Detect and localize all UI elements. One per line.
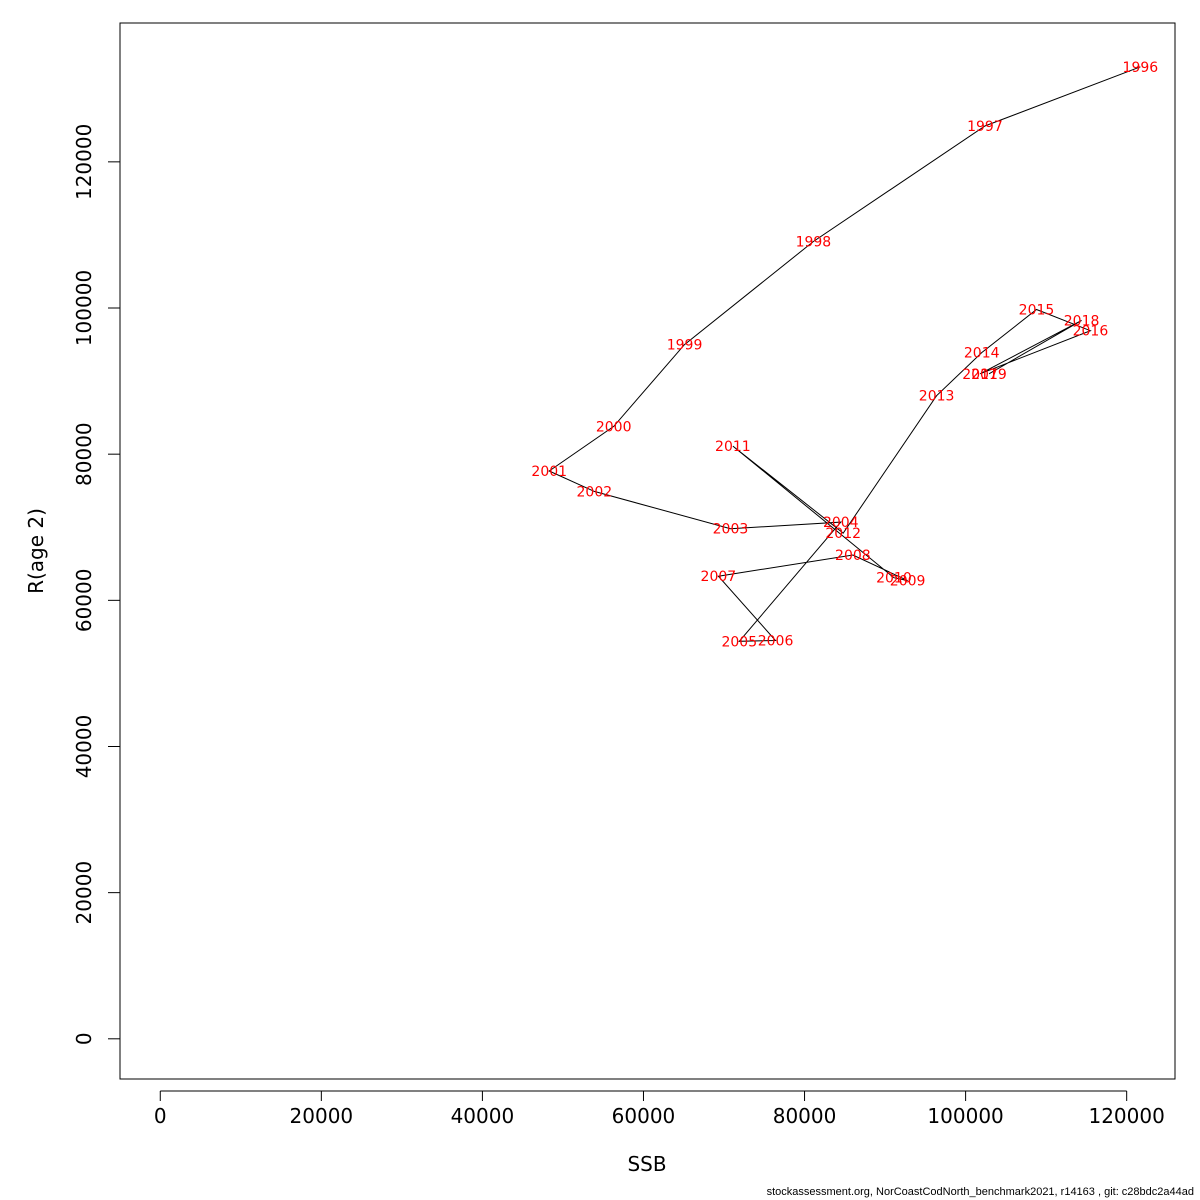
- point-label-1999: 1999: [667, 338, 703, 354]
- point-label-2010: 2010: [876, 571, 912, 587]
- point-label-2004: 2004: [823, 515, 859, 531]
- point-label-1998: 1998: [796, 235, 832, 251]
- point-label-2013: 2013: [919, 389, 955, 405]
- y-axis: 0 20000 40000 60000 80000 100000 120000: [72, 124, 121, 1045]
- point-label-2002: 2002: [577, 484, 613, 500]
- point-labels: 1996 1997 1998 1999 2000 2001 2002 2003 2004 2005…: [531, 60, 1158, 650]
- x-tick-label: 60000: [612, 1104, 676, 1128]
- point-label-2007: 2007: [701, 569, 737, 585]
- x-axis: 0 20000 40000 60000 80000 100000 120000: [154, 1090, 1165, 1128]
- point-label-1996: 1996: [1123, 60, 1159, 76]
- point-label-2005: 2005: [721, 634, 757, 650]
- y-axis-title: R(age 2): [24, 508, 48, 594]
- point-label-2015: 2015: [1019, 302, 1055, 318]
- point-label-2000: 2000: [596, 419, 632, 435]
- point-label-2019: 2019: [971, 367, 1007, 383]
- point-label-2014: 2014: [964, 346, 1000, 362]
- x-axis-title: SSB: [627, 1152, 666, 1176]
- point-label-2008: 2008: [835, 548, 871, 564]
- point-label-2006: 2006: [758, 634, 794, 650]
- point-label-2017: 2017: [962, 367, 998, 383]
- point-label-2003: 2003: [713, 522, 749, 538]
- y-tick-label: 0: [72, 1032, 96, 1045]
- y-tick-label: 100000: [72, 270, 96, 346]
- footer-note: stockassessment.org, NorCoastCodNorth_be…: [766, 1186, 1194, 1198]
- point-label-2016: 2016: [1073, 324, 1109, 340]
- x-tick-label: 120000: [1088, 1104, 1164, 1128]
- point-label-1997: 1997: [967, 119, 1003, 135]
- y-tick-label: 20000: [72, 861, 96, 925]
- y-tick-label: 60000: [72, 569, 96, 633]
- y-tick-label: 80000: [72, 422, 96, 486]
- point-label-2011: 2011: [715, 439, 751, 455]
- series-line: [548, 66, 1141, 642]
- y-tick-label: 120000: [72, 124, 96, 200]
- point-label-2001: 2001: [531, 464, 567, 480]
- point-label-2012: 2012: [825, 526, 861, 542]
- plot-frame: [119, 22, 1176, 1080]
- x-tick-label: 80000: [773, 1104, 837, 1128]
- y-tick-label: 40000: [72, 715, 96, 779]
- x-tick-label: 100000: [927, 1104, 1003, 1128]
- point-label-2018: 2018: [1064, 313, 1100, 329]
- x-tick-label: 0: [154, 1104, 167, 1128]
- point-label-2009: 2009: [890, 574, 926, 590]
- x-tick-label: 40000: [451, 1104, 515, 1128]
- x-tick-label: 20000: [290, 1104, 354, 1128]
